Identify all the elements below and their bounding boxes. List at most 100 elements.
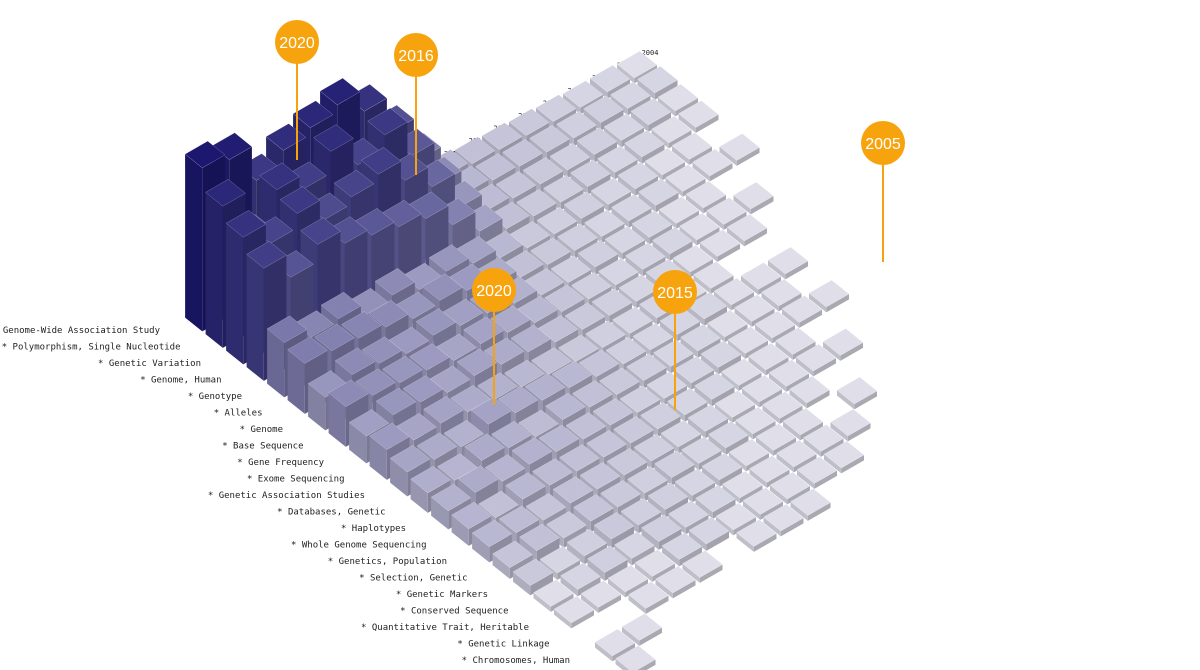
bar xyxy=(830,408,871,442)
bar-top-face xyxy=(594,628,636,657)
bar-left-face xyxy=(567,542,585,565)
bar-front-face xyxy=(731,292,754,311)
bar-left-face xyxy=(761,292,779,312)
bar xyxy=(742,487,784,520)
bar-top-face xyxy=(762,391,803,419)
bar-front-face xyxy=(625,579,648,598)
bar-top-face xyxy=(624,129,665,158)
bar-left-face xyxy=(617,64,635,84)
bar-top-face xyxy=(701,452,743,481)
bar-left-face xyxy=(622,626,640,646)
row-label: * Gene Frequency xyxy=(237,458,324,468)
bar xyxy=(708,420,749,455)
bar-top-face xyxy=(727,326,769,354)
bar-top-face xyxy=(823,440,865,469)
bar-left-face xyxy=(655,579,673,599)
bar-top-face xyxy=(551,360,593,389)
bar-top-face xyxy=(300,217,341,245)
bar-left-face xyxy=(719,146,737,166)
bar-top-face xyxy=(369,422,410,451)
bar-top-face xyxy=(715,502,757,531)
bar-top-face xyxy=(559,444,600,472)
bar-top-face xyxy=(437,453,478,481)
bar-left-face xyxy=(692,162,710,182)
bar xyxy=(721,358,762,391)
bar-top-face xyxy=(553,595,595,624)
bar-front-face xyxy=(733,517,756,536)
bar-left-face xyxy=(797,469,815,489)
bar xyxy=(658,196,700,229)
bar-top-face xyxy=(225,209,267,238)
bar-front-face xyxy=(854,391,877,410)
bar xyxy=(634,549,676,582)
bar-left-face xyxy=(678,113,696,133)
callout-bubble xyxy=(394,33,438,77)
bar-top-face xyxy=(577,239,619,268)
bar-front-face xyxy=(752,421,776,440)
bar-left-face xyxy=(700,242,718,262)
bar-front-face xyxy=(841,455,864,474)
bar-left-face xyxy=(733,195,751,215)
bar-front-face xyxy=(736,147,760,166)
bar-left-face xyxy=(660,320,678,342)
bar-top-face xyxy=(598,257,639,286)
callout-label: 2005 xyxy=(865,136,901,153)
bar-top-face xyxy=(599,367,640,395)
bar-front-face xyxy=(712,499,736,519)
bar-top-face xyxy=(627,465,668,494)
bar-left-face xyxy=(651,129,669,149)
bar-top-face xyxy=(836,376,878,405)
bar xyxy=(624,129,665,164)
bar-top-face xyxy=(265,123,307,151)
year-label: 2004 xyxy=(642,49,659,57)
bar-top-face xyxy=(695,484,736,513)
callouts: 2020 2016 2005 2020 2015 xyxy=(275,20,905,410)
bar-top-face xyxy=(464,433,505,461)
bar-left-face xyxy=(715,403,733,423)
bar xyxy=(688,516,730,551)
bar-top-face xyxy=(621,613,663,641)
bar-left-face xyxy=(702,466,720,487)
bar-top-face xyxy=(722,470,763,499)
bar-top-face xyxy=(655,565,696,594)
bar-top-face xyxy=(768,359,810,387)
bar xyxy=(761,278,802,312)
bar xyxy=(671,132,713,165)
bar-left-face xyxy=(639,304,657,325)
bar-front-face xyxy=(732,404,755,423)
bar-top-face xyxy=(509,220,551,249)
bar-top-face xyxy=(617,161,659,190)
bar-left-face xyxy=(662,545,680,567)
row-label: * Genetic Markers xyxy=(396,590,488,600)
bar-front-face xyxy=(717,243,740,262)
row-label: * Exome Sequencing xyxy=(247,475,345,485)
bar-front-face xyxy=(679,546,702,567)
bar-top-face xyxy=(652,226,693,255)
bar-top-face xyxy=(409,343,450,371)
bar-left-face xyxy=(679,226,697,246)
bar-top-face xyxy=(544,284,585,313)
bar-top-face xyxy=(607,564,649,593)
bar xyxy=(789,375,830,409)
bar xyxy=(763,503,804,537)
bar-top-face xyxy=(522,156,564,185)
bar-left-face xyxy=(789,389,807,409)
bar-top-face xyxy=(571,271,612,300)
bar xyxy=(740,262,782,295)
bar-top-face xyxy=(320,291,362,320)
bar xyxy=(803,424,844,457)
bar-front-face xyxy=(662,162,685,181)
bar-top-face xyxy=(822,328,864,356)
bar xyxy=(630,97,672,132)
bar xyxy=(782,407,824,441)
bar-left-face xyxy=(837,390,855,410)
bar-top-face xyxy=(830,408,871,437)
bar-top-face xyxy=(657,83,699,112)
callout-label: 2020 xyxy=(476,283,512,300)
bar xyxy=(808,279,850,313)
bar-top-face xyxy=(781,295,823,323)
bar-top-face xyxy=(763,503,804,532)
bar-top-face xyxy=(361,336,403,364)
bar-top-face xyxy=(638,178,679,206)
bars xyxy=(184,50,878,670)
